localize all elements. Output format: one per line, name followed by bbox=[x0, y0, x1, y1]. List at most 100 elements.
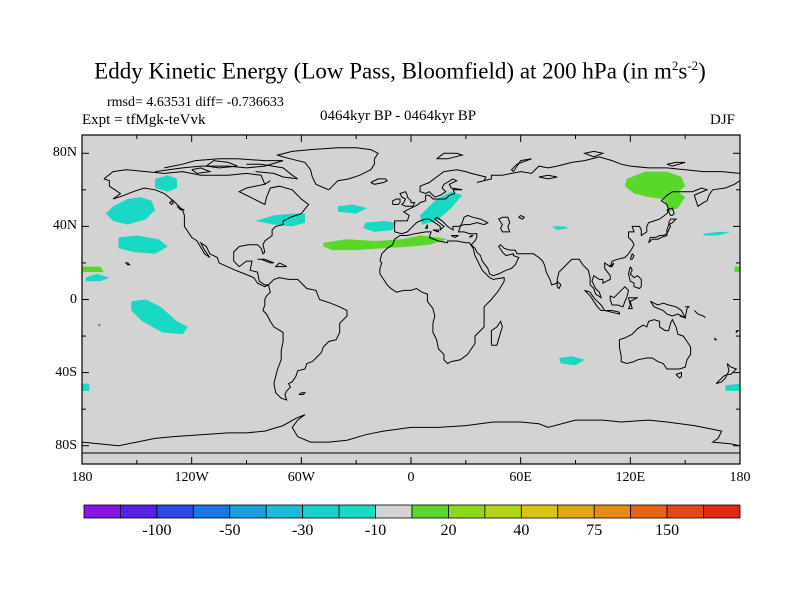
coastline bbox=[715, 363, 738, 385]
anomaly-regions bbox=[82, 171, 740, 391]
positive-anomaly-region bbox=[624, 171, 686, 199]
coastline bbox=[275, 147, 379, 191]
coastline bbox=[693, 310, 706, 319]
y-tick-label: 40N bbox=[52, 218, 77, 234]
x-tick-label: 0 bbox=[407, 470, 415, 485]
colorbar-box bbox=[557, 504, 595, 519]
colorbar-box bbox=[338, 504, 376, 519]
coastline bbox=[205, 160, 238, 169]
colorbar-box bbox=[411, 504, 449, 519]
colorbar-box bbox=[375, 504, 413, 519]
coastline bbox=[432, 229, 439, 233]
coastline bbox=[648, 218, 678, 244]
negative-anomaly-region bbox=[118, 235, 168, 254]
coastline bbox=[470, 180, 740, 299]
colorbar-box bbox=[302, 504, 340, 519]
colorbar-label: 75 bbox=[586, 522, 603, 539]
coastline bbox=[298, 392, 307, 395]
coastline bbox=[257, 258, 275, 264]
coastline bbox=[124, 262, 131, 266]
positive-anomaly-region bbox=[82, 266, 104, 273]
x-tick-label: 120E bbox=[615, 470, 646, 485]
colorbar-label: -100 bbox=[142, 522, 172, 539]
negative-anomaly-region bbox=[703, 231, 731, 236]
coastline bbox=[399, 191, 416, 207]
coastline bbox=[103, 169, 310, 288]
colorbar-box bbox=[703, 504, 741, 519]
coastline bbox=[264, 180, 271, 185]
colorbar-box bbox=[666, 504, 704, 519]
coastline bbox=[262, 277, 348, 401]
coastline bbox=[370, 178, 389, 185]
coastline bbox=[666, 207, 675, 216]
coastline bbox=[274, 262, 287, 268]
negative-anomaly-region bbox=[82, 383, 90, 391]
colorbar-box bbox=[192, 504, 231, 519]
negative-anomaly-region bbox=[155, 175, 177, 192]
colorbar-box bbox=[484, 504, 522, 519]
coastline bbox=[424, 224, 428, 229]
colorbar-box bbox=[120, 504, 158, 519]
colorbar-box bbox=[520, 504, 559, 519]
coastline bbox=[627, 266, 642, 290]
y-tick-label: 40S bbox=[55, 364, 77, 380]
coastline bbox=[582, 150, 605, 158]
colorbar-box bbox=[265, 504, 304, 519]
coastline bbox=[490, 320, 503, 346]
season-label: DJF bbox=[710, 112, 736, 128]
coastline bbox=[450, 235, 459, 238]
coastline bbox=[176, 205, 185, 211]
negative-anomaly-region bbox=[420, 191, 463, 225]
coastline bbox=[394, 156, 740, 232]
coastline bbox=[510, 158, 532, 172]
coastline bbox=[618, 318, 692, 370]
stats-label: rmsd= 4.63531 diff= -0.736633 bbox=[107, 95, 284, 110]
negative-anomaly-region bbox=[337, 204, 368, 214]
coastline bbox=[609, 285, 630, 308]
coastline bbox=[666, 161, 686, 167]
colorbar bbox=[83, 504, 741, 519]
colorbar-label: -10 bbox=[364, 522, 387, 539]
colorbar-box bbox=[630, 504, 668, 519]
x-tick-label: 180 bbox=[729, 470, 751, 485]
coastline bbox=[517, 214, 526, 220]
page-title: Eddy Kinetic Energy (Low Pass, Bloomfiel… bbox=[94, 58, 706, 84]
axis-ticks bbox=[81, 135, 741, 464]
negative-anomaly-region bbox=[559, 356, 585, 366]
coastline bbox=[155, 158, 284, 173]
colorbar-box bbox=[83, 504, 121, 519]
positive-anomaly-region bbox=[323, 235, 448, 251]
x-tick-label: 120W bbox=[174, 470, 209, 485]
coastline bbox=[604, 310, 620, 315]
colorbar-label: 40 bbox=[513, 522, 530, 539]
colorbar-box bbox=[593, 504, 632, 519]
y-tick-label: 80N bbox=[52, 145, 77, 161]
colorbar-label: 20 bbox=[440, 522, 457, 539]
coastline bbox=[714, 337, 718, 341]
coastline bbox=[379, 231, 505, 365]
coastline bbox=[675, 371, 682, 379]
x-tick-label: 60W bbox=[287, 470, 315, 485]
coastline bbox=[168, 200, 174, 206]
y-tick-label: 80S bbox=[55, 437, 77, 453]
coastline bbox=[538, 174, 558, 180]
coastline bbox=[436, 152, 464, 160]
x-tick-label: 180 bbox=[71, 470, 93, 485]
coastline bbox=[629, 252, 635, 260]
coastline bbox=[679, 306, 691, 319]
positive-anomaly-region bbox=[663, 189, 686, 212]
coastlines bbox=[82, 147, 740, 454]
negative-anomaly-region bbox=[725, 383, 740, 391]
colorbar-box bbox=[448, 504, 486, 519]
coastline bbox=[191, 167, 212, 174]
colorbar-label: -30 bbox=[292, 522, 314, 539]
y-tick-label: 0 bbox=[70, 291, 77, 307]
negative-anomaly-region bbox=[363, 220, 397, 232]
coastline bbox=[556, 280, 562, 290]
coastline bbox=[735, 330, 740, 334]
negative-anomaly-region bbox=[551, 226, 569, 230]
negative-anomaly-region bbox=[105, 197, 156, 225]
coastline bbox=[82, 414, 740, 447]
colorbar-label: 150 bbox=[655, 522, 680, 539]
